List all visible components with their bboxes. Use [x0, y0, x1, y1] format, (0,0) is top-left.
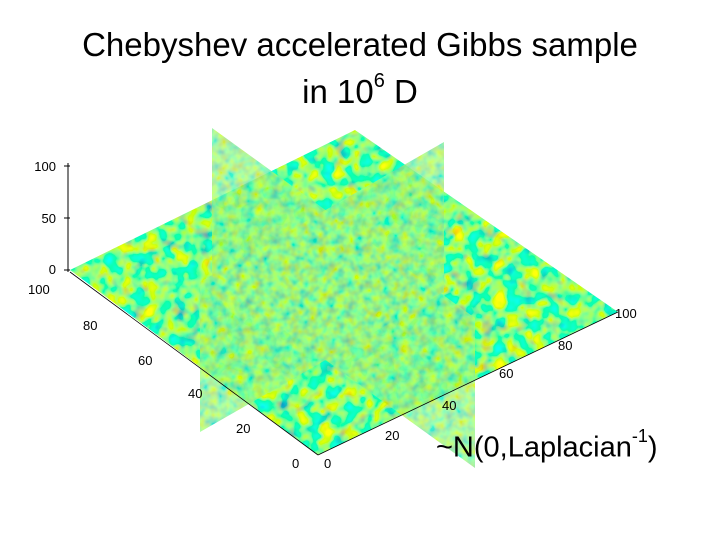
x-tick-label: 80 — [558, 338, 572, 353]
x-tick-label: 20 — [385, 428, 399, 443]
annotation-exponent: -1 — [631, 426, 648, 446]
chart-title-line1: Chebyshev accelerated Gibbs sample — [82, 26, 638, 63]
chart-title-line2: in 106 D — [0, 66, 720, 111]
y-axis-line — [69, 271, 319, 456]
x-axis-line — [317, 311, 619, 456]
y-tick-label: 40 — [188, 386, 202, 401]
y-tick-label: 60 — [138, 353, 152, 368]
title-suffix: D — [384, 73, 418, 110]
x-tick-label: 0 — [324, 456, 331, 471]
x-tick-label: 60 — [499, 366, 513, 381]
distribution-annotation: ~N(0,Laplacian-1) — [436, 426, 658, 465]
title-base-text: in 10 — [302, 73, 374, 110]
x-tick-label: 40 — [442, 398, 456, 413]
y-tick-label: 80 — [83, 318, 97, 333]
y-tick-label: 0 — [292, 456, 299, 471]
z-tick-label: 100 — [34, 159, 56, 174]
annotation-text: ~N(0,Laplacian — [436, 431, 632, 464]
title-exponent: 6 — [373, 70, 385, 92]
y-tick-label: 100 — [28, 282, 50, 297]
annotation-close: ) — [647, 431, 658, 464]
x-tick-label: 100 — [615, 306, 637, 321]
z-tick-label: 50 — [42, 211, 56, 226]
z-tick-label: 0 — [49, 262, 56, 277]
vertical-slice-b — [200, 142, 444, 432]
y-tick-label: 20 — [236, 421, 250, 436]
